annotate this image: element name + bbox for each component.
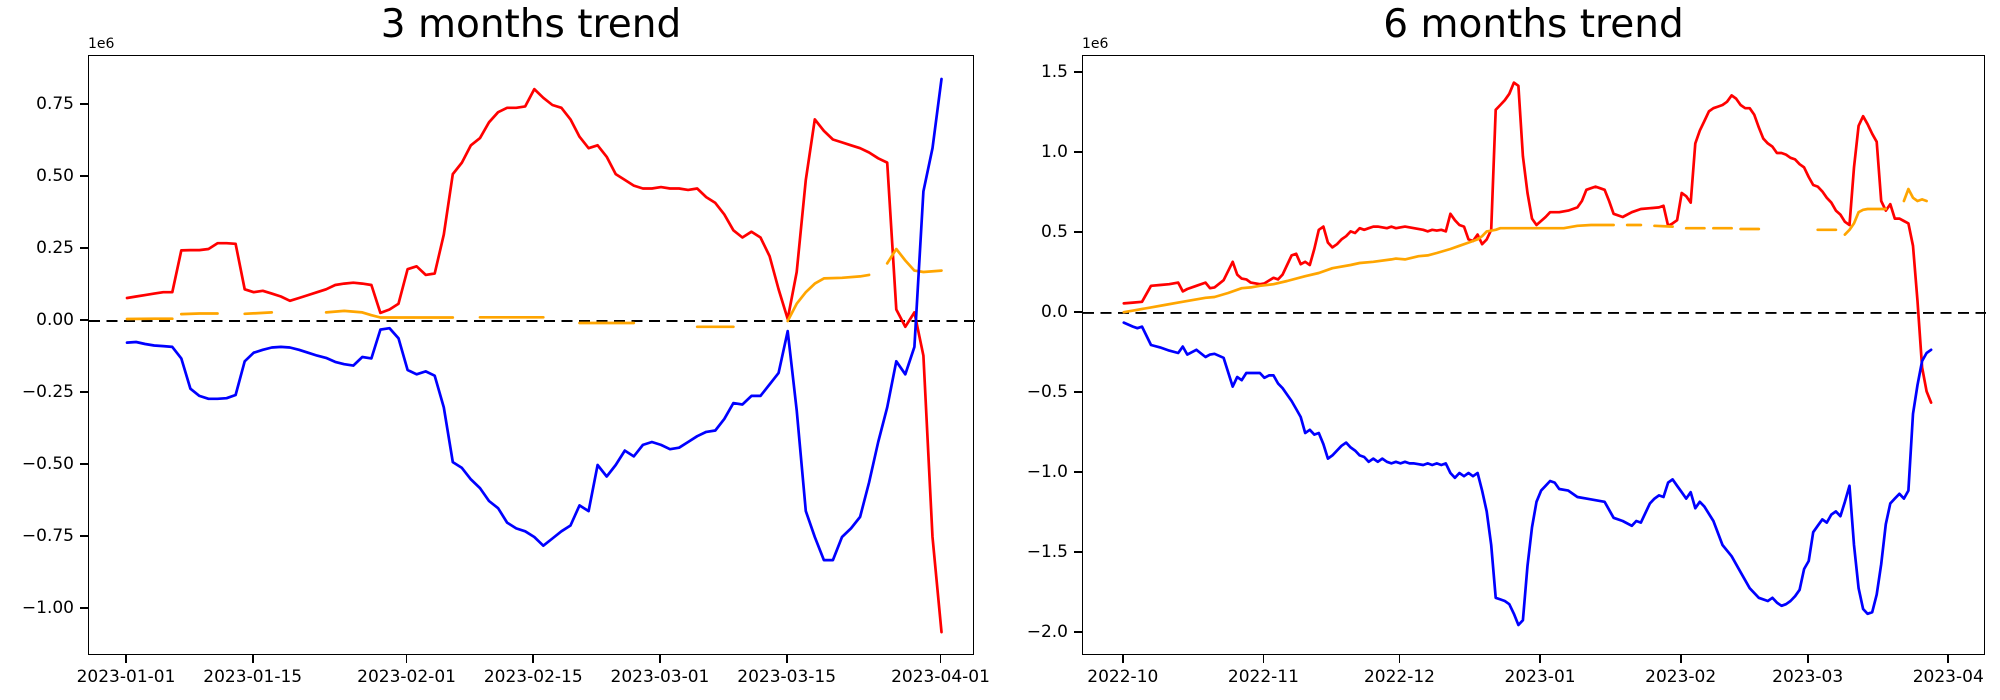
plot-area: [88, 55, 975, 655]
orange-series-line: [1122, 223, 1615, 314]
x-tick-label: 2023-02-01: [357, 667, 456, 687]
y-tick-mark: [1074, 71, 1082, 73]
orange-series-line: [1653, 224, 1674, 228]
chart-6-months-trend: 6 months trend 1e6 2022-10 2022-11 2022-12…: [1000, 0, 2000, 700]
orange-series-line: [1902, 187, 1928, 203]
y-tick-label: 0.25: [36, 237, 74, 258]
x-tick-label: 2023-04-01: [891, 667, 990, 687]
y-tick-label: −0.25: [21, 382, 74, 402]
y-tick-label: 0.5: [1040, 221, 1068, 242]
y-tick-mark: [80, 247, 88, 249]
y-axis-offset-label: 1e6: [88, 36, 115, 52]
x-tick-mark: [251, 655, 254, 663]
y-tick-mark: [80, 607, 88, 609]
y-tick-label: −1.00: [21, 598, 74, 619]
y-tick-label: 0.50: [36, 165, 74, 186]
y-tick-label: 0.75: [36, 93, 74, 114]
x-tick-mark: [1121, 655, 1124, 663]
x-tick-mark: [1262, 655, 1265, 663]
y-tick-mark: [80, 319, 88, 321]
y-tick-label: −2.0: [1026, 621, 1068, 642]
x-tick-label: 2022-10: [1087, 667, 1159, 687]
x-tick-mark: [125, 655, 127, 663]
x-tick-label: 2023-04: [1912, 667, 1984, 687]
x-tick-label: 2022-12: [1363, 667, 1435, 687]
red-series-line: [125, 87, 943, 634]
y-tick-label: −0.5: [1026, 381, 1068, 402]
x-tick-label: 2023-03-15: [737, 667, 837, 687]
orange-series-line: [243, 311, 274, 316]
y-tick-mark: [80, 535, 88, 537]
orange-series-line: [885, 247, 943, 274]
x-tick-mark: [659, 655, 661, 663]
y-tick-mark: [80, 175, 88, 177]
y-tick-label: 1.5: [1040, 61, 1068, 82]
y-tick-mark: [80, 103, 88, 105]
orange-series-line: [1843, 207, 1888, 236]
y-tick-mark: [1074, 231, 1082, 233]
y-tick-label: −1.0: [1026, 461, 1068, 482]
y-tick-label: −1.5: [1026, 541, 1068, 562]
x-tick-mark: [1806, 655, 1809, 663]
chart-title: 6 months trend: [1383, 2, 1684, 47]
y-tick-mark: [80, 463, 88, 465]
x-tick-label: 2022-11: [1227, 667, 1299, 687]
y-tick-mark: [1074, 551, 1082, 553]
chart-3-months-trend: 3 months trend 1e6 2023-01-01 2023-01-15 2…: [21, 2, 990, 687]
x-tick-label: 2023-02: [1645, 667, 1717, 687]
x-tick-label: 2023-02-15: [483, 667, 583, 687]
plot-area: [1082, 55, 1986, 655]
orange-series-line: [179, 312, 219, 316]
y-tick-label: −0.75: [21, 526, 74, 547]
y-tick-label: −0.50: [21, 454, 74, 475]
red-series-line: [1122, 81, 1933, 404]
orange-series-line: [786, 273, 871, 323]
x-tick-label: 2023-03-01: [610, 667, 710, 687]
blue-series-line: [1122, 321, 1933, 627]
blue-series-line: [125, 77, 943, 562]
x-tick-mark: [405, 655, 408, 663]
x-tick-label: 2023-01: [1504, 667, 1576, 687]
y-tick-mark: [80, 391, 88, 393]
chart-canvas: [1083, 81, 1986, 627]
y-tick-mark: [1074, 391, 1082, 393]
x-tick-mark: [1947, 655, 1950, 663]
x-tick-label: 2023-03: [1772, 667, 1844, 687]
y-axis-offset-label: 1e6: [1082, 36, 1109, 52]
x-tick-mark: [785, 655, 788, 663]
x-tick-label: 2023-01-01: [76, 667, 176, 687]
x-tick-mark: [1398, 655, 1401, 663]
x-tick-mark: [532, 655, 535, 663]
y-tick-label: 1.0: [1040, 141, 1068, 162]
x-tick-mark: [939, 655, 942, 663]
chart-title: 3 months trend: [380, 2, 682, 47]
chart-canvas: [89, 77, 975, 634]
y-tick-mark: [1074, 151, 1082, 153]
x-tick-mark: [1679, 655, 1682, 663]
y-tick-mark: [1074, 471, 1082, 473]
y-tick-label: 0.00: [36, 310, 74, 330]
y-tick-mark: [1074, 631, 1082, 633]
x-tick-label: 2023-01-15: [203, 667, 303, 687]
y-tick-label: 0.0: [1040, 301, 1068, 322]
orange-series-line: [324, 309, 455, 319]
x-tick-mark: [1539, 655, 1541, 663]
y-tick-mark: [1074, 311, 1082, 313]
